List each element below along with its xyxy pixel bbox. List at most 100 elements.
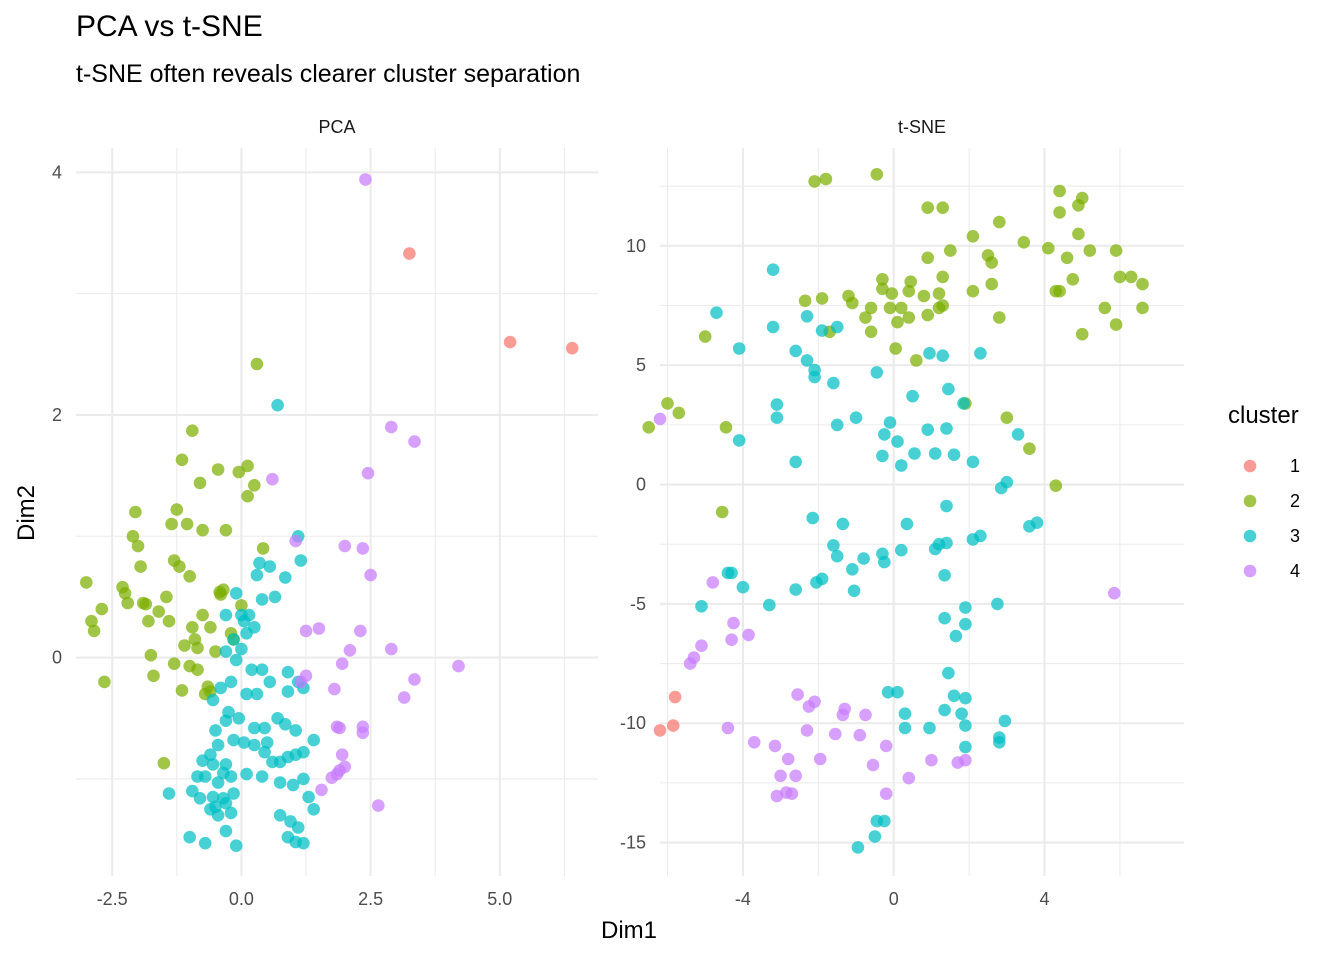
scatter-point: [1030, 516, 1044, 529]
scatter-point: [921, 251, 934, 265]
scatter-point: [940, 499, 953, 513]
scatter-point: [774, 769, 787, 783]
x-tick-label: 4: [1040, 889, 1050, 909]
legend-key: [1243, 564, 1257, 578]
scatter-point: [936, 299, 949, 312]
scatter-point: [715, 505, 729, 519]
scatter-point: [925, 753, 938, 767]
scatter-point: [695, 600, 708, 613]
scatter-point: [668, 690, 682, 704]
x-tick-label: 5.0: [487, 889, 512, 909]
scatter-point: [902, 771, 916, 785]
scatter-point: [240, 767, 253, 781]
scatter-point: [338, 539, 352, 553]
legend-label: 2: [1290, 491, 1300, 511]
y-tick-label: 2: [52, 405, 62, 425]
scatter-point: [998, 714, 1012, 728]
panel-tsne: -4 0 4 -15 -10 -5 0 5 10 t-SNE: [620, 117, 1184, 909]
scatter-point: [1072, 199, 1085, 212]
scatter-point: [271, 398, 284, 412]
x-tick-label: 2.5: [358, 889, 383, 909]
scatter-point: [1136, 277, 1149, 291]
scatter-point: [959, 601, 972, 614]
scatter-point: [938, 611, 951, 625]
scatter-point: [813, 752, 827, 766]
scatter-point: [932, 537, 946, 551]
scatter-point: [167, 657, 181, 670]
scatter-point: [281, 665, 295, 679]
scatter-point: [279, 571, 292, 584]
y-tick-label: 10: [626, 236, 646, 256]
scatter-point: [98, 675, 111, 689]
scatter-point: [917, 289, 931, 303]
scatter-point: [175, 684, 189, 697]
scatter-point: [959, 691, 972, 705]
scatter-point: [904, 275, 917, 289]
scatter-point: [725, 633, 738, 646]
scatter-point: [864, 301, 878, 315]
scatter-point: [160, 590, 173, 604]
scatter-point: [139, 597, 153, 611]
scatter-point: [921, 308, 934, 322]
scatter-point: [993, 311, 1006, 324]
scatter-point: [938, 569, 951, 582]
scatter-point: [240, 627, 253, 640]
scatter-point: [1098, 301, 1112, 315]
scatter-point: [232, 465, 246, 479]
scatter-point: [944, 244, 957, 257]
scatter-point: [672, 406, 686, 420]
scatter-point: [866, 758, 880, 772]
scatter-point: [683, 657, 697, 670]
scatter-point: [1017, 236, 1031, 249]
scatter-point: [343, 644, 357, 657]
scatter-point: [993, 215, 1006, 229]
scatter-point: [727, 616, 740, 630]
scatter-point: [250, 568, 264, 582]
scatter-point: [173, 560, 186, 573]
scatter-point: [653, 724, 667, 737]
scatter-point: [891, 315, 904, 329]
scatter-point: [878, 428, 891, 441]
scatter-point: [273, 776, 287, 789]
scatter-point: [808, 370, 821, 384]
scatter-point: [157, 756, 171, 770]
scatter-point: [286, 778, 300, 792]
y-tick-label: -5: [630, 594, 646, 614]
scatter-point: [847, 584, 861, 598]
scatter-point: [1053, 206, 1066, 219]
scatter-point: [936, 201, 949, 214]
scatter-point: [131, 539, 145, 553]
scatter-point: [1083, 244, 1097, 257]
scatter-point: [957, 397, 970, 410]
scatter-point: [895, 301, 908, 315]
scatter-point: [770, 398, 784, 411]
scatter-point: [991, 597, 1004, 611]
scatter-point: [180, 517, 194, 531]
scatter-point: [836, 708, 850, 722]
scatter-point: [175, 453, 189, 467]
x-tick-label: 0: [889, 889, 899, 909]
scatter-point: [891, 435, 904, 448]
scatter-point: [830, 549, 844, 563]
scatter-point: [800, 310, 814, 323]
y-axis-title: Dim2: [13, 485, 40, 541]
scatter-point: [325, 771, 339, 784]
scatter-point: [900, 517, 914, 531]
scatter-point: [297, 745, 310, 759]
legend-label: 4: [1290, 561, 1300, 581]
scatter-point: [229, 653, 243, 667]
scatter-point: [134, 560, 147, 573]
scatter-point: [653, 412, 667, 426]
scatter-point: [186, 424, 199, 438]
scatter-point: [372, 799, 385, 812]
scatter-point: [206, 758, 220, 771]
chart-subtitle: t-SNE often reveals clearer cluster sepa…: [76, 60, 581, 88]
scatter-point: [1053, 184, 1066, 198]
legend-item-cluster-2: 2: [1243, 491, 1300, 511]
scatter-point: [385, 420, 398, 434]
scatter-point: [289, 534, 303, 548]
scatter-point: [849, 411, 863, 425]
scatter-point: [87, 624, 101, 638]
scatter-point: [868, 830, 882, 843]
legend-label: 3: [1290, 526, 1300, 546]
